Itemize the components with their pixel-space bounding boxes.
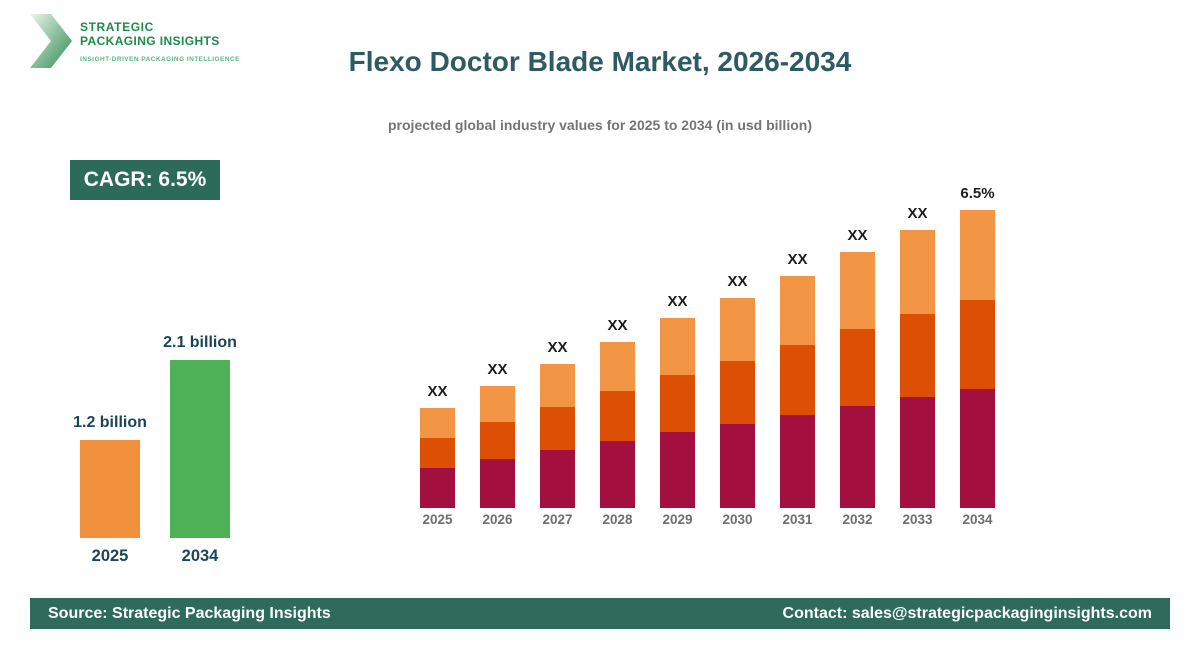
x-axis-label: 2025	[422, 512, 453, 527]
footer-contact: Contact: sales@strategicpackaginginsight…	[782, 604, 1152, 622]
bar-top-label: XX	[487, 361, 508, 378]
bar-top-label: XX	[787, 251, 808, 268]
comparison-bar-2034	[170, 360, 230, 538]
segment-middle	[480, 422, 515, 459]
page-title: Flexo Doctor Blade Market, 2026-2034	[348, 46, 852, 77]
comparison-value-label: 2.1 billion	[163, 334, 237, 351]
segment-middle	[900, 314, 935, 397]
x-axis-label: 2027	[542, 512, 573, 527]
segment-bottom	[600, 441, 635, 508]
segment-bottom	[540, 450, 575, 508]
logo-text: STRATEGIC PACKAGING INSIGHTS INSIGHT-DRI…	[80, 14, 240, 63]
segment-top	[960, 210, 995, 300]
cagr-badge: CAGR: 6.5%	[70, 160, 220, 200]
bar-top-label: XX	[727, 273, 748, 290]
bar-top-label: XX	[847, 227, 868, 244]
x-axis-label: 2026	[482, 512, 513, 527]
segment-bottom	[960, 389, 995, 508]
segment-bottom	[900, 397, 935, 508]
comparison-bar-2025	[80, 440, 140, 538]
bar-top-label: 6.5%	[960, 185, 995, 202]
comparison-chart: 1.2 billion 2025 2.1 billion 2034	[73, 320, 240, 570]
x-axis-label: 2034	[962, 512, 993, 527]
segment-top	[480, 386, 515, 422]
segment-top	[660, 318, 695, 375]
segment-middle	[540, 407, 575, 450]
x-axis-label: 2028	[602, 512, 633, 527]
footer-bar: Source: Strategic Packaging Insights Con…	[30, 598, 1170, 629]
x-axis-label: 2033	[902, 512, 933, 527]
segment-top	[420, 408, 455, 438]
x-axis-label: 2029	[662, 512, 693, 527]
chevron-right-icon	[30, 14, 72, 68]
bar-top-label: XX	[667, 293, 688, 310]
bar-top-label: XX	[427, 383, 448, 400]
comparison-year-label: 2025	[91, 547, 129, 565]
segment-middle	[780, 345, 815, 415]
bar-top-label: XX	[607, 317, 628, 334]
segment-bottom	[840, 406, 875, 508]
segment-middle	[960, 300, 995, 389]
logo: STRATEGIC PACKAGING INSIGHTS INSIGHT-DRI…	[30, 14, 240, 68]
segment-top	[840, 252, 875, 329]
segment-middle	[600, 391, 635, 441]
segment-middle	[420, 438, 455, 468]
logo-tagline: INSIGHT-DRIVEN PACKAGING INTELLIGENCE	[80, 56, 240, 63]
footer-source: Source: Strategic Packaging Insights	[48, 604, 331, 622]
segment-bottom	[420, 468, 455, 508]
logo-name-line1: STRATEGIC	[80, 20, 154, 34]
x-axis-label: 2032	[842, 512, 873, 527]
segment-bottom	[480, 459, 515, 508]
bar-top-label: XX	[907, 205, 928, 222]
segment-middle	[720, 361, 755, 424]
segment-middle	[660, 375, 695, 432]
x-axis-label: 2030	[722, 512, 753, 527]
segment-bottom	[660, 432, 695, 508]
comparison-value-label: 1.2 billion	[73, 414, 147, 431]
logo-name-line2: PACKAGING INSIGHTS	[80, 34, 220, 48]
segment-bottom	[720, 424, 755, 508]
segment-top	[540, 364, 575, 407]
comparison-year-label: 2034	[181, 547, 219, 565]
page-subtitle: projected global industry values for 202…	[388, 117, 812, 133]
segment-top	[780, 276, 815, 345]
segment-top	[600, 342, 635, 391]
segment-top	[720, 298, 755, 361]
x-axis-label: 2031	[782, 512, 813, 527]
segment-bottom	[780, 415, 815, 508]
segment-middle	[840, 329, 875, 406]
bar-top-label: XX	[547, 339, 568, 356]
segment-top	[900, 230, 935, 314]
forecast-stacked-chart: XX 2025 XX 2026 XX 2027 XX 2028 XX 2029 XX 2030 XX 20…	[420, 185, 1000, 560]
